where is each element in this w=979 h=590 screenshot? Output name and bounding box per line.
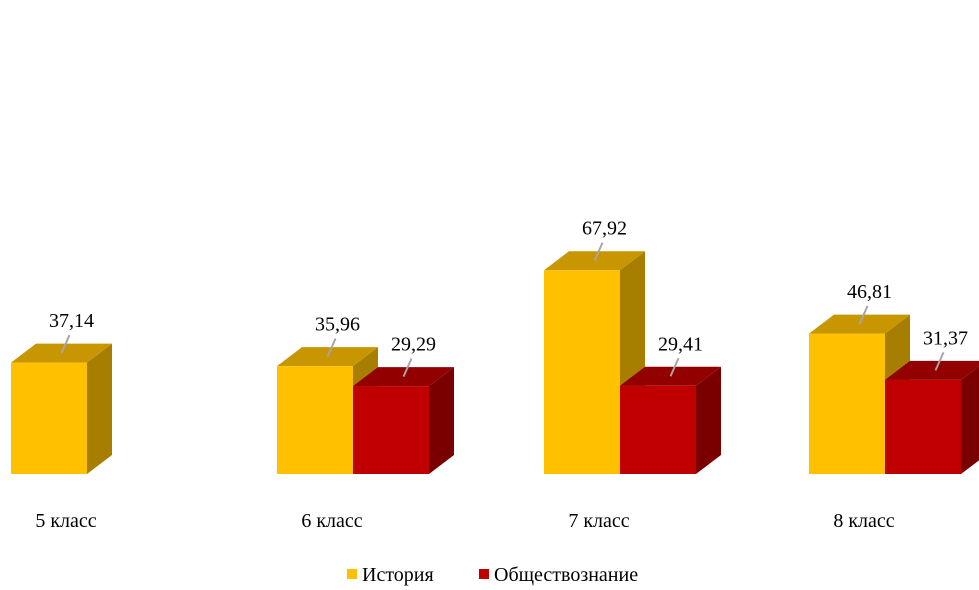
bar-1-3 <box>885 379 961 474</box>
legend-swatch-0 <box>347 569 357 579</box>
legend: История Обществознание <box>347 564 638 586</box>
bar-0-2 <box>544 270 620 474</box>
legend-label-0: История <box>362 564 434 586</box>
value-labels-layer: 37,14 35,96 29,29 67,92 29,41 46,81 31,37 <box>49 218 968 356</box>
category-label-1: 6 класс <box>301 510 362 532</box>
bar-1-1 <box>353 386 429 474</box>
bar-1-2 <box>620 385 696 474</box>
category-label-3: 8 класс <box>833 510 894 532</box>
legend-swatch-1 <box>479 569 489 579</box>
value-label-0-3: 46,81 <box>847 281 892 303</box>
category-label-2: 7 класс <box>568 510 629 532</box>
leader-line-0-2 <box>593 242 604 262</box>
bar-side-1-3 <box>961 366 979 474</box>
bar-0-3 <box>809 333 885 474</box>
bar-side-0-0 <box>87 343 112 474</box>
leader-line-0-1 <box>326 338 337 358</box>
value-label-1-1: 29,29 <box>391 334 436 356</box>
bar-side-1-1 <box>429 367 454 474</box>
leader-lines-layer <box>60 242 945 378</box>
leader-line-1-2 <box>669 357 680 377</box>
value-label-0-1: 35,96 <box>315 314 360 336</box>
value-label-1-2: 29,41 <box>658 333 703 355</box>
legend-label-1: Обществознание <box>494 564 638 586</box>
bars-layer <box>11 251 979 474</box>
value-label-0-0: 37,14 <box>49 310 94 332</box>
bar-0-0 <box>11 362 87 474</box>
category-label-0: 5 класс <box>35 510 96 532</box>
leader-line-0-0 <box>60 334 71 354</box>
leader-line-1-3 <box>934 351 945 371</box>
leader-line-0-3 <box>858 305 869 325</box>
category-labels-layer: 5 класс 6 класс 7 класс 8 класс <box>35 510 894 532</box>
bar-top-1-3 <box>885 360 979 380</box>
value-label-0-2: 67,92 <box>582 218 627 240</box>
bar-0-1 <box>277 366 353 474</box>
value-label-1-3: 31,37 <box>923 327 968 349</box>
leader-line-1-1 <box>402 358 413 378</box>
bar-side-1-2 <box>696 366 721 474</box>
